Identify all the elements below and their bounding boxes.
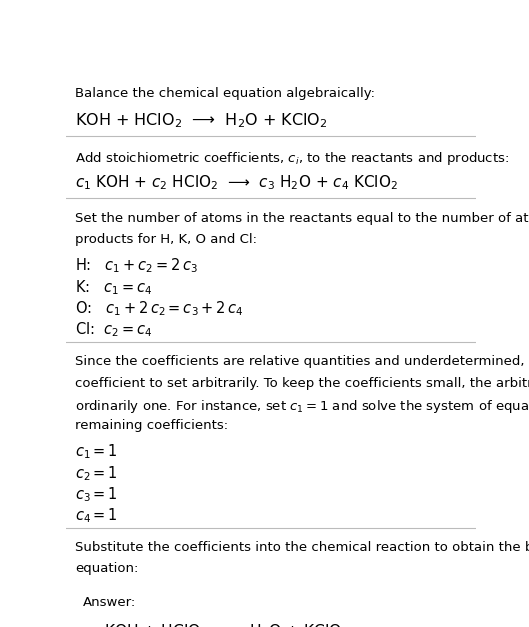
Text: products for H, K, O and Cl:: products for H, K, O and Cl: <box>75 233 257 246</box>
Text: $c_4 = 1$: $c_4 = 1$ <box>75 507 118 525</box>
Text: $c_3 = 1$: $c_3 = 1$ <box>75 485 118 504</box>
Text: Substitute the coefficients into the chemical reaction to obtain the balanced: Substitute the coefficients into the che… <box>75 541 529 554</box>
Text: equation:: equation: <box>75 562 139 576</box>
Text: ordinarily one. For instance, set $c_1 = 1$ and solve the system of equations fo: ordinarily one. For instance, set $c_1 =… <box>75 398 529 414</box>
Text: $c_1$ KOH + $c_2$ HClO$_2$  ⟶  $c_3$ H$_2$O + $c_4$ KClO$_2$: $c_1$ KOH + $c_2$ HClO$_2$ ⟶ $c_3$ H$_2$… <box>75 173 398 192</box>
Text: Answer:: Answer: <box>84 596 136 609</box>
Text: remaining coefficients:: remaining coefficients: <box>75 419 229 432</box>
Text: Since the coefficients are relative quantities and underdetermined, choose a: Since the coefficients are relative quan… <box>75 356 529 368</box>
Text: Cl:  $c_2 = c_4$: Cl: $c_2 = c_4$ <box>75 320 152 339</box>
Text: KOH + HClO$_2$  ⟶  H$_2$O + KClO$_2$: KOH + HClO$_2$ ⟶ H$_2$O + KClO$_2$ <box>104 622 349 627</box>
Text: Add stoichiometric coefficients, $c_i$, to the reactants and products:: Add stoichiometric coefficients, $c_i$, … <box>75 150 509 167</box>
Text: coefficient to set arbitrarily. To keep the coefficients small, the arbitrary va: coefficient to set arbitrarily. To keep … <box>75 376 529 389</box>
Text: O:   $c_1 + 2\,c_2 = c_3 + 2\,c_4$: O: $c_1 + 2\,c_2 = c_3 + 2\,c_4$ <box>75 299 244 318</box>
Text: K:   $c_1 = c_4$: K: $c_1 = c_4$ <box>75 278 152 297</box>
Text: Set the number of atoms in the reactants equal to the number of atoms in the: Set the number of atoms in the reactants… <box>75 212 529 225</box>
Text: Balance the chemical equation algebraically:: Balance the chemical equation algebraica… <box>75 87 375 100</box>
Text: $c_1 = 1$: $c_1 = 1$ <box>75 443 118 461</box>
Text: H:   $c_1 + c_2 = 2\,c_3$: H: $c_1 + c_2 = 2\,c_3$ <box>75 257 198 275</box>
Text: $c_2 = 1$: $c_2 = 1$ <box>75 464 118 483</box>
FancyBboxPatch shape <box>69 580 274 627</box>
Text: KOH + HClO$_2$  ⟶  H$_2$O + KClO$_2$: KOH + HClO$_2$ ⟶ H$_2$O + KClO$_2$ <box>75 111 328 130</box>
